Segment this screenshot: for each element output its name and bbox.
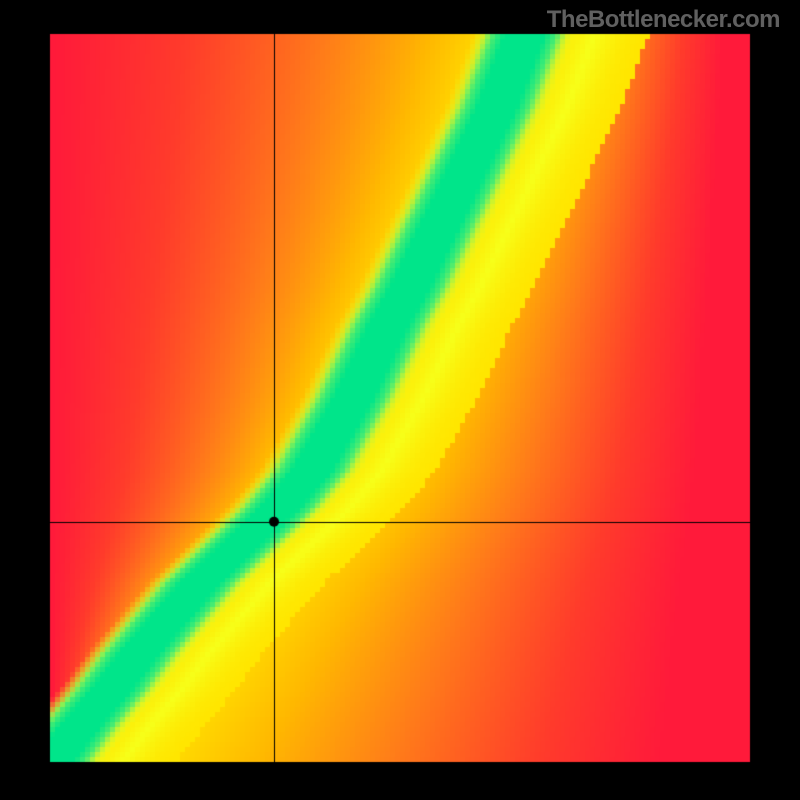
- watermark-text: TheBottlenecker.com: [547, 6, 780, 34]
- bottleneck-heatmap: [0, 0, 800, 800]
